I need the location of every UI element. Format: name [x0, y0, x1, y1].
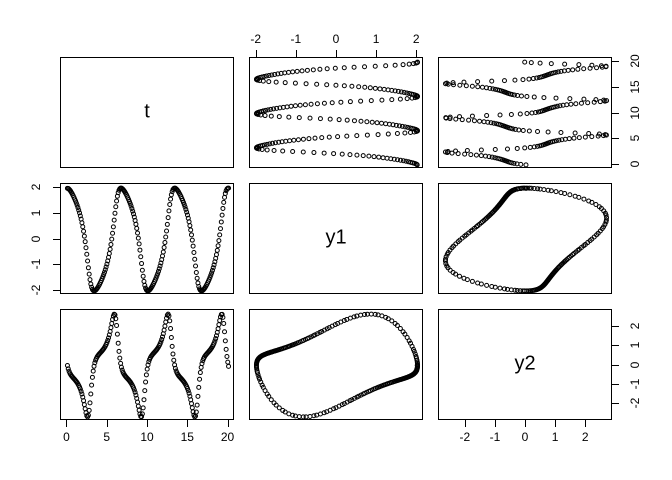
tick-label-bottom-t: 5 [103, 430, 111, 444]
tick-mark-top-y1 [255, 50, 257, 57]
tick-mark-left-y1 [53, 264, 60, 266]
points-y2-vs-t [64, 311, 232, 419]
tick-label-bottom-t: 20 [220, 430, 235, 444]
tick-mark-right-y2 [612, 402, 619, 404]
panel-y1-vs-t [60, 183, 234, 294]
tick-mark-bottom-t [227, 420, 229, 427]
tick-mark-left-y1 [53, 289, 60, 291]
tick-label-bottom-y2: -1 [489, 430, 501, 444]
tick-mark-left-y1 [53, 238, 60, 240]
points-t-vs-y2 [442, 59, 610, 167]
tick-label-bottom-y2: 2 [581, 430, 589, 444]
tick-mark-right-t [612, 61, 619, 63]
tick-label-left-y1: 2 [29, 183, 43, 191]
tick-mark-bottom-t [106, 420, 108, 427]
tick-label-top-y1: 2 [412, 32, 420, 46]
tick-mark-bottom-t [66, 420, 68, 427]
label-y1: y1 [325, 226, 347, 249]
tick-label-left-y1: 1 [29, 209, 43, 217]
tick-label-right-t: 20 [628, 54, 642, 68]
tick-label-bottom-t: 0 [63, 430, 70, 444]
panel-y2-vs-y1 [249, 309, 423, 420]
tick-mark-bottom-t [187, 420, 189, 427]
tick-label-top-y1: -1 [290, 32, 302, 46]
tick-mark-bottom-t [147, 420, 148, 427]
tick-label-left-y1: -2 [29, 284, 43, 296]
tick-label-right-t: 5 [628, 134, 642, 142]
panel-t-vs-y2 [438, 57, 612, 168]
label-t: t [144, 100, 150, 123]
tick-label-bottom-t: 15 [180, 430, 194, 444]
tick-mark-right-t [612, 138, 619, 140]
tick-mark-bottom-y2 [555, 420, 557, 427]
tick-mark-right-t [612, 112, 619, 114]
tick-label-right-y2: 0 [628, 361, 642, 368]
tick-label-right-t: 0 [628, 160, 642, 168]
tick-label-right-y2: 1 [628, 341, 642, 349]
points-y1-vs-y2 [442, 185, 610, 293]
tick-label-right-t: 15 [628, 80, 642, 94]
tick-mark-right-t [612, 163, 619, 165]
points-y1-vs-t [64, 185, 232, 293]
tick-label-bottom-t: 10 [140, 430, 154, 444]
tick-mark-top-y1 [335, 50, 337, 57]
diag-panel-y1: y1 [249, 183, 423, 294]
tick-mark-bottom-y2 [585, 420, 587, 427]
tick-mark-top-y1 [376, 50, 378, 57]
tick-label-top-y1: 0 [332, 32, 340, 46]
panel-y1-vs-y2 [438, 183, 612, 294]
tick-mark-right-y2 [612, 326, 619, 328]
tick-label-top-y1: -2 [250, 32, 262, 46]
tick-mark-bottom-y2 [494, 420, 496, 427]
tick-mark-bottom-y2 [524, 420, 526, 427]
tick-mark-right-y2 [612, 364, 619, 366]
tick-mark-top-y1 [416, 50, 418, 57]
tick-label-left-y1: 0 [29, 235, 43, 242]
points-y2-vs-y1 [253, 311, 421, 419]
panel-y2-vs-t [60, 309, 234, 420]
tick-label-left-y1: -1 [29, 258, 43, 270]
label-y2: y2 [514, 352, 536, 375]
tick-mark-top-y1 [295, 50, 297, 57]
points-t-vs-y1 [253, 59, 421, 167]
tick-label-bottom-y2: -2 [459, 430, 471, 444]
tick-label-right-y2: -1 [628, 378, 642, 390]
diag-panel-y2: y2 [438, 309, 612, 420]
diag-panel-t: t [60, 57, 234, 168]
tick-label-bottom-y2: 1 [551, 430, 559, 444]
tick-mark-left-y1 [53, 212, 60, 214]
panel-t-vs-y1 [249, 57, 423, 168]
tick-mark-bottom-y2 [464, 420, 466, 427]
tick-label-top-y1: 1 [372, 32, 380, 46]
tick-mark-right-t [612, 86, 619, 88]
tick-mark-right-y2 [612, 383, 619, 385]
tick-mark-right-y2 [612, 345, 619, 347]
tick-label-right-y2: 2 [628, 322, 642, 330]
tick-mark-left-y1 [53, 187, 60, 189]
tick-label-right-y2: -2 [628, 397, 642, 409]
tick-label-bottom-y2: 0 [521, 430, 529, 444]
tick-label-right-t: 10 [628, 105, 642, 120]
